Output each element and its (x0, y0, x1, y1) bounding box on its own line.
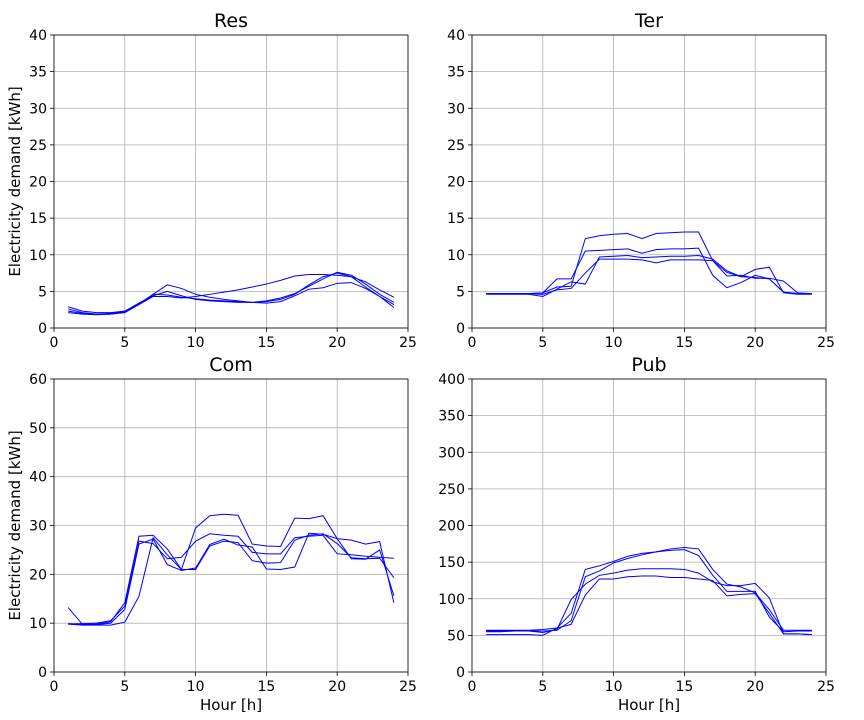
series-line-2 (486, 247, 812, 295)
y-tick-label: 300 (438, 445, 465, 461)
y-tick-label: 25 (29, 138, 47, 154)
x-tick-label: 0 (468, 679, 477, 695)
y-tick-label: 40 (447, 28, 465, 44)
x-tick-label: 10 (605, 335, 623, 351)
y-tick-label: 150 (438, 555, 465, 571)
x-tick-label: 20 (746, 679, 764, 695)
x-tick-label: 15 (675, 335, 693, 351)
chart-title: Ter (634, 10, 663, 32)
x-tick-label: 15 (257, 679, 275, 695)
chart-title: Pub (631, 354, 666, 376)
x-tick-label: 5 (120, 335, 129, 351)
y-tick-label: 200 (438, 519, 465, 535)
series-line-1 (486, 231, 812, 295)
x-tick-label: 25 (817, 335, 835, 351)
series-line-1 (67, 513, 395, 625)
y-tick-label: 400 (438, 372, 465, 388)
y-tick-label: 350 (438, 409, 465, 425)
series-line-4 (68, 272, 395, 316)
chart-title: Com (209, 354, 252, 376)
x-tick-label: 5 (538, 335, 547, 351)
series-line-3 (68, 271, 395, 315)
y-tick-label: 0 (38, 321, 47, 337)
y-tick-label: 100 (438, 592, 465, 608)
x-tick-label: 10 (187, 335, 205, 351)
panel-pub: 0 5 10 15 20 25050100150200250300350400PubHou… (438, 354, 835, 714)
x-tick-label: 0 (468, 335, 477, 351)
y-tick-label: 15 (29, 211, 47, 227)
y-tick-label: 0 (456, 665, 465, 681)
y-tick-label: 10 (447, 248, 465, 264)
y-tick-label: 50 (29, 421, 47, 437)
y-tick-label: 0 (456, 321, 465, 337)
series-line-4 (486, 575, 812, 636)
series-line-3 (486, 568, 812, 636)
series-line-2 (486, 549, 812, 633)
series-line-4 (68, 533, 395, 626)
x-tick-label: 25 (399, 335, 417, 351)
x-tick-label: 5 (538, 679, 547, 695)
y-axis-label: Electricity demand [kWh] (6, 430, 24, 620)
y-tick-label: 5 (38, 284, 47, 300)
y-tick-label: 60 (29, 372, 47, 388)
series-line-2 (68, 533, 394, 625)
x-tick-label: 15 (257, 335, 275, 351)
y-tick-label: 40 (29, 28, 47, 44)
y-tick-label: 20 (29, 175, 47, 191)
y-tick-label: 50 (447, 628, 465, 644)
series-line-3 (68, 532, 395, 626)
y-tick-label: 25 (447, 138, 465, 154)
x-tick-label: 20 (746, 335, 764, 351)
x-tick-label: 0 (50, 335, 59, 351)
panel-ter: 0 5 10 15 20 25 0 5 10 15 20 25 30 35 40 Ter (447, 10, 835, 351)
panel-res: 0 5 10 15 20 25 0 5 10 15 20 25 30 35 40 Res Electricity… (6, 10, 417, 351)
y-tick-label: 35 (29, 65, 47, 81)
y-tick-label: 20 (447, 175, 465, 191)
series-line-1 (486, 546, 812, 631)
x-axis-label: Hour [h] (200, 696, 262, 714)
x-axis-label: Hour [h] (618, 696, 680, 714)
x-tick-label: 10 (605, 679, 623, 695)
x-tick-label: 10 (187, 679, 205, 695)
y-tick-label: 0 (38, 665, 47, 681)
x-tick-label: 25 (817, 679, 835, 695)
x-tick-label: 20 (328, 335, 346, 351)
x-tick-label: 0 (50, 679, 59, 695)
x-tick-label: 5 (120, 679, 129, 695)
series-line-3 (486, 254, 812, 298)
y-tick-label: 15 (447, 211, 465, 227)
chart-title: Res (214, 10, 248, 32)
panel-com: 0 5 10 15 20 25 0 10 20 30 40 50 60 Com Hour [h] Electr… (6, 354, 417, 714)
y-tick-label: 10 (29, 248, 47, 264)
y-tick-label: 30 (29, 101, 47, 117)
y-tick-label: 10 (29, 616, 47, 632)
y-tick-label: 30 (29, 519, 47, 535)
y-tick-label: 5 (456, 284, 465, 300)
x-tick-label: 25 (399, 679, 417, 695)
x-tick-label: 20 (328, 679, 346, 695)
series-line-4 (486, 258, 812, 295)
x-tick-label: 15 (675, 679, 693, 695)
series-line-1 (68, 274, 395, 314)
series-line-2 (68, 282, 395, 315)
y-tick-label: 20 (29, 567, 47, 583)
y-tick-label: 250 (438, 482, 465, 498)
y-axis-label: Electricity demand [kWh] (6, 86, 24, 276)
y-tick-label: 35 (447, 65, 465, 81)
y-tick-label: 30 (447, 101, 465, 117)
y-tick-label: 40 (29, 470, 47, 486)
